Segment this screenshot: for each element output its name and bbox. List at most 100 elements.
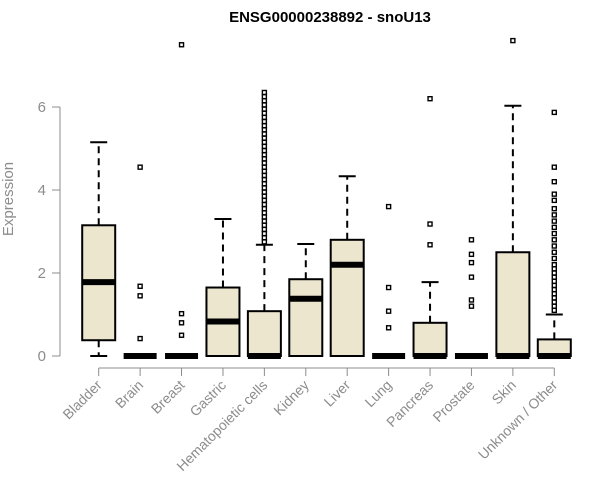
outlier-point — [261, 143, 268, 150]
outlier-point — [385, 325, 392, 331]
x-tick-label: Lung — [361, 377, 394, 410]
outlier-point — [551, 266, 557, 272]
x-tick-label: Brain — [112, 377, 146, 411]
outlier-point — [261, 218, 268, 224]
outlier-point — [551, 286, 557, 293]
outlier-point — [261, 114, 268, 121]
outlier-point — [551, 164, 557, 170]
outlier-point — [261, 160, 268, 166]
outlier-point — [261, 98, 268, 104]
outlier-point — [385, 203, 392, 210]
box-rect — [329, 238, 365, 357]
outlier-point — [468, 274, 475, 280]
outlier-point — [178, 320, 185, 326]
box-liver — [329, 175, 365, 357]
x-tick-label: Unknown / Other — [475, 377, 561, 463]
outlier-point — [178, 332, 185, 338]
box-pancreas — [412, 95, 448, 359]
outlier-point — [137, 335, 143, 342]
outlier-point — [510, 37, 516, 44]
outlier-point — [261, 189, 268, 195]
outlier-point — [551, 224, 557, 231]
outlier-point — [261, 201, 268, 208]
outlier-point — [551, 205, 557, 212]
outlier-point — [551, 212, 557, 218]
box-breast — [165, 42, 199, 359]
outlier-point — [468, 297, 475, 303]
outlier-point — [385, 284, 392, 291]
outlier-point — [261, 118, 268, 125]
outlier-point — [551, 191, 557, 197]
outlier-point — [551, 218, 557, 224]
outlier-point — [551, 243, 557, 249]
outlier-point — [261, 222, 268, 228]
box-brain — [123, 164, 157, 359]
outlier-point — [137, 293, 143, 299]
y-tick-label: 4 — [38, 182, 46, 199]
outlier-point — [261, 210, 268, 216]
chart-title: ENSG00000238892 - snoU13 — [229, 9, 431, 26]
outlier-point — [261, 239, 268, 245]
outlier-point — [261, 197, 268, 204]
outlier-point — [261, 185, 268, 191]
outlier-point — [427, 95, 433, 102]
outlier-point — [385, 308, 392, 314]
box-gastric — [205, 218, 241, 357]
y-tick-label: 2 — [38, 265, 46, 282]
y-axis-label: Expression — [0, 162, 17, 236]
outlier-point — [261, 230, 268, 237]
box-rect — [412, 321, 448, 357]
outlier-point — [261, 181, 268, 187]
box-rect — [288, 278, 324, 358]
outlier-point — [551, 249, 557, 255]
boxes-group — [81, 37, 572, 359]
outlier-point — [261, 89, 268, 96]
outlier-point — [551, 230, 557, 237]
outlier-point — [551, 109, 557, 116]
outlier-point — [551, 307, 557, 314]
outlier-point — [261, 102, 268, 108]
outlier-point — [261, 235, 268, 241]
box-lung — [372, 203, 406, 359]
box-bladder — [81, 141, 117, 357]
outlier-point — [261, 226, 268, 233]
outlier-point — [551, 291, 557, 297]
outlier-point — [551, 278, 557, 284]
x-tick-label: Bladder — [59, 377, 105, 423]
outlier-point — [178, 310, 185, 317]
outlier-point — [137, 283, 143, 289]
y-tick-label: 6 — [38, 99, 46, 116]
outlier-point — [261, 176, 268, 183]
x-tick-label: Kidney — [270, 377, 312, 419]
outlier-point — [551, 274, 557, 280]
outlier-point — [261, 93, 268, 100]
outlier-point — [551, 299, 557, 305]
outlier-point — [261, 205, 268, 212]
outlier-point — [427, 221, 433, 227]
outlier-point — [551, 295, 557, 301]
outlier-point — [551, 303, 557, 309]
outlier-point — [551, 255, 557, 262]
x-tick-label: Liver — [321, 377, 354, 410]
box-rect — [495, 251, 531, 357]
box-skin — [495, 37, 531, 359]
outlier-point — [261, 135, 268, 141]
outlier-point — [261, 122, 268, 129]
outlier-point — [261, 214, 268, 220]
y-axis: 0 2 4 6 — [38, 99, 61, 365]
y-tick-label: 0 — [38, 348, 46, 365]
outlier-point — [468, 303, 475, 309]
outlier-point — [551, 270, 557, 276]
outlier-point — [261, 139, 268, 145]
outlier-point — [551, 197, 557, 204]
outlier-point — [468, 251, 475, 258]
outlier-point — [261, 110, 268, 116]
outlier-point — [468, 259, 475, 266]
outlier-point — [137, 164, 143, 170]
outlier-point — [551, 237, 557, 243]
outlier-point — [468, 237, 475, 243]
box-kidney — [288, 242, 324, 358]
outlier-point — [178, 42, 185, 48]
